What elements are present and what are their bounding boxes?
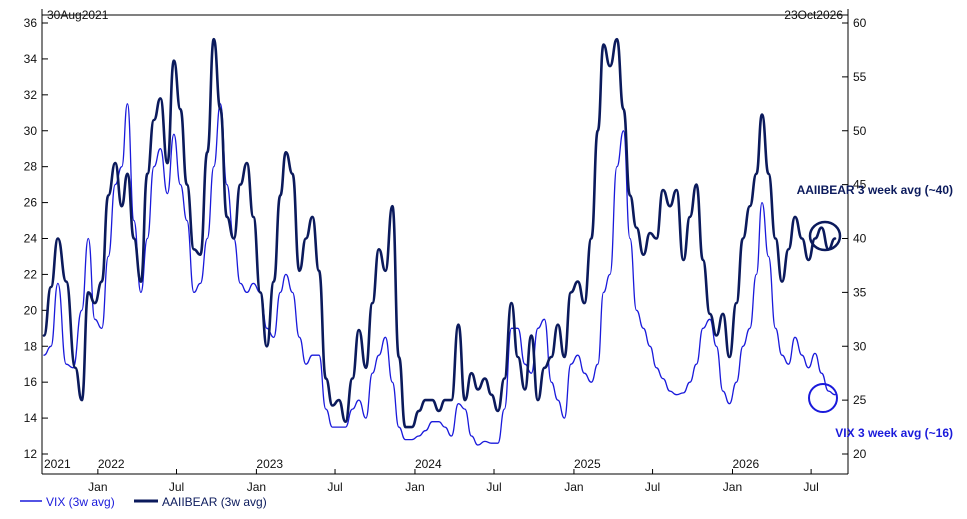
aaiibear-annotation: AAIIBEAR 3 week avg (~40) [797,183,953,197]
x-axis-year-label: 2023 [256,457,283,471]
x-axis-year-label: 2022 [98,457,125,471]
left-axis-tick-label: 22 [24,267,38,281]
left-axis-tick-label: 30 [24,124,38,138]
right-axis-ticks: 20 25 30 35 40 45 50 55 60 [842,16,867,461]
left-axis-tick-label: 28 [24,160,38,174]
left-axis-tick-label: 16 [24,375,38,389]
legend-aaiibear-label: AAIIBEAR (3w avg) [162,495,267,509]
vix-annotation: VIX 3 week avg (~16) [835,426,953,440]
x-axis-month-label: Jul [327,480,342,494]
right-axis-tick-label: 60 [853,16,867,30]
x-axis-month-label: Jul [486,480,501,494]
right-axis-tick-label: 25 [853,393,867,407]
right-axis-tick-label: 30 [853,339,867,353]
x-axis-month-label: Jul [169,480,184,494]
left-axis-tick-label: 12 [24,447,38,461]
vix-highlight-circle [808,383,838,413]
left-axis-tick-label: 26 [24,196,38,210]
right-axis-tick-label: 40 [853,232,867,246]
series-layer [42,37,837,446]
right-axis-tick-label: 35 [853,285,867,299]
left-axis-tick-label: 20 [24,303,38,317]
left-axis-tick-label: 34 [24,52,38,66]
left-axis-tick-label: 36 [24,16,38,30]
x-axis-ticks: Jan Jul Jan Jul Jan Jul Jan Jul Jan Jul 2021 2022 20… [44,457,819,494]
aaiibear-highlight-circle [808,220,842,252]
x-axis-year-label: 2021 [44,457,71,471]
start-date-label: 30Aug2021 [47,8,109,22]
end-date-label: 23Oct2026 [784,8,843,22]
x-axis-year-label: 2024 [415,457,442,471]
x-axis-month-label: Jul [645,480,660,494]
right-axis-tick-label: 20 [853,447,867,461]
legend-vix-label: VIX (3w avg) [46,495,115,509]
aaiibear-series-line [42,37,837,429]
legend: VIX (3w avg) AAIIBEAR (3w avg) [20,495,267,509]
x-axis-month-label: Jan [247,480,266,494]
right-axis-tick-label: 55 [853,70,867,84]
left-axis-tick-label: 24 [24,232,38,246]
x-axis-year-label: 2025 [574,457,601,471]
left-axis-tick-label: 32 [24,88,38,102]
x-axis-month-label: Jan [723,480,742,494]
left-axis-tick-label: 18 [24,339,38,353]
left-axis-tick-label: 14 [24,411,38,425]
vix-series-line [43,103,836,446]
left-axis-ticks: 12 14 16 18 20 22 24 26 28 30 32 34 36 [24,16,48,461]
x-axis-month-label: Jul [803,480,818,494]
start-date-marker: 30Aug2021 [41,8,109,22]
x-axis-year-label: 2026 [732,457,759,471]
x-axis-month-label: Jan [405,480,424,494]
right-axis-tick-label: 45 [853,178,867,192]
end-date-marker: 23Oct2026 [784,8,849,22]
x-axis-month-label: Jan [88,480,107,494]
right-axis-tick-label: 50 [853,124,867,138]
x-axis-month-label: Jan [564,480,583,494]
